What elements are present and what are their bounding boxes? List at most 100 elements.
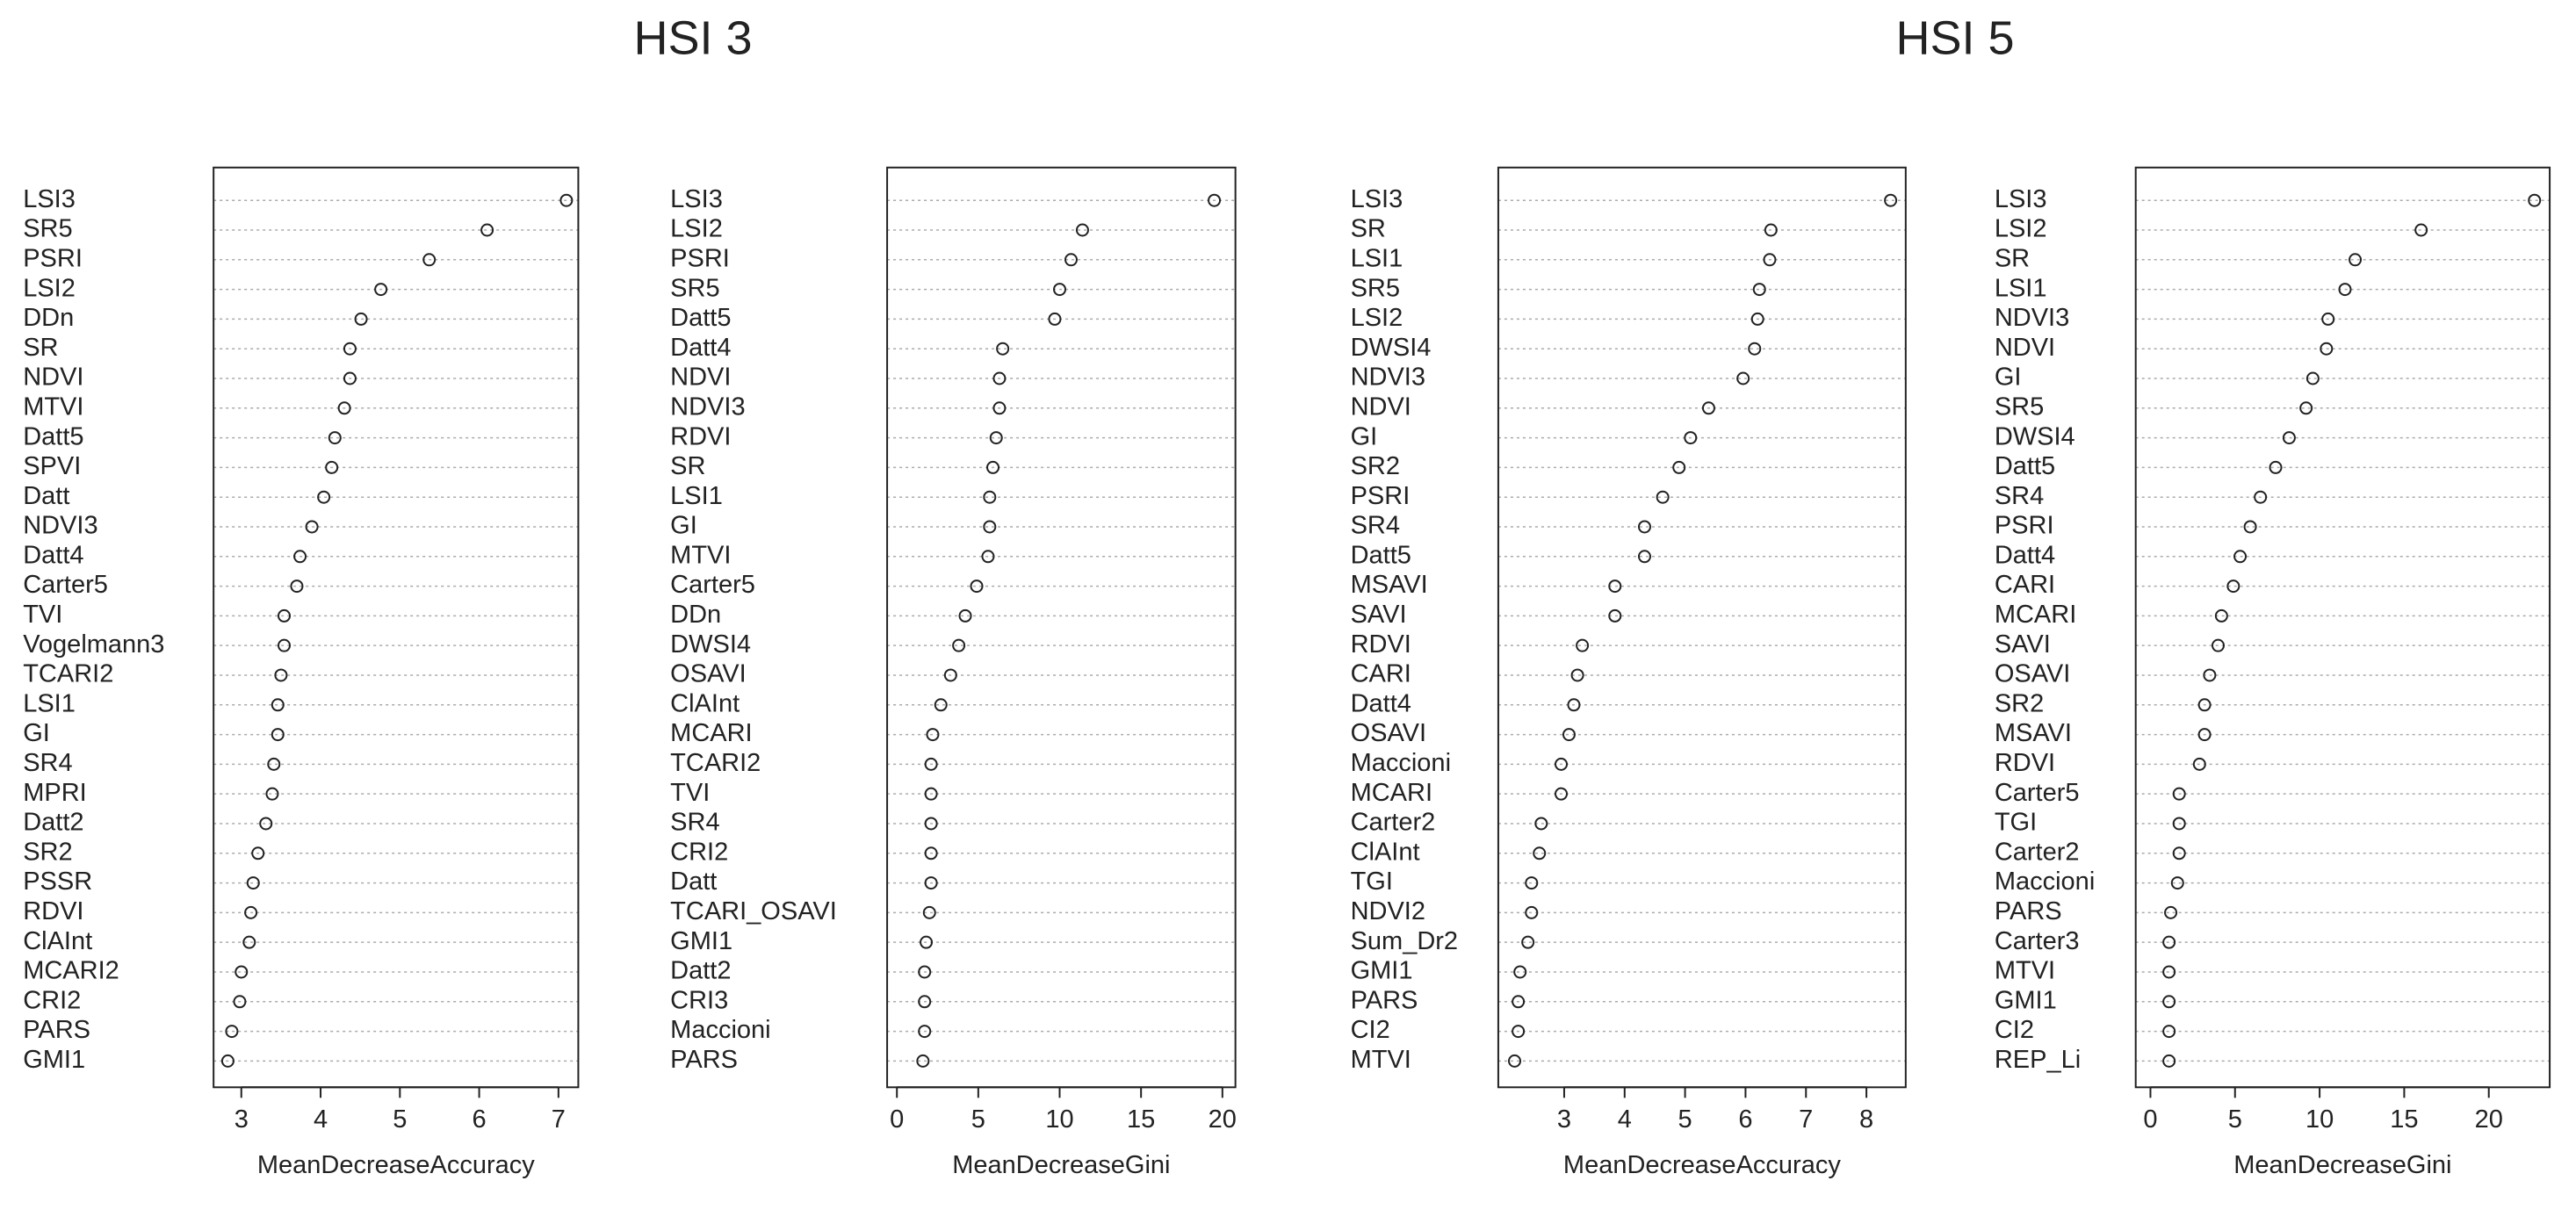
dot (278, 608, 292, 623)
x-tick-label: 7 (552, 1105, 566, 1134)
dot (1562, 728, 1576, 742)
x-axis-label: MeanDecreaseAccuracy (257, 1151, 535, 1179)
dot (1884, 193, 1898, 207)
dot (220, 1054, 235, 1068)
x-tick-label: 3 (1557, 1105, 1571, 1134)
dot (233, 995, 247, 1009)
x-axis-label: MeanDecreaseAccuracy (1563, 1151, 1841, 1179)
dot (958, 608, 972, 623)
x-tick-label: 5 (2228, 1105, 2242, 1134)
category-label: Maccioni (1351, 749, 1451, 777)
category-label: SR (1351, 215, 1386, 243)
dot (271, 698, 285, 712)
category-label: TGI (1351, 868, 1393, 896)
category-label: Datt (670, 868, 717, 896)
dot (2321, 312, 2335, 326)
category-label: RDVI (1351, 630, 1411, 659)
category-label: ClAInt (23, 927, 92, 955)
category-label: PSSR (23, 868, 92, 896)
dot (918, 1025, 932, 1039)
dot (952, 638, 966, 652)
dot (986, 460, 1000, 474)
dot (1637, 550, 1651, 564)
category-label: LSI1 (670, 482, 723, 510)
category-label: DWSI4 (1351, 334, 1432, 362)
category-label: MSAVI (1351, 571, 1428, 599)
x-tick-label: 5 (393, 1105, 407, 1134)
category-label: LSI2 (1351, 304, 1403, 332)
category-label: GMI1 (1351, 957, 1413, 985)
category-label: CRI3 (670, 986, 728, 1014)
dot (422, 253, 437, 267)
dot (1748, 342, 1762, 356)
category-label: ClAInt (670, 689, 740, 717)
plot-frame (213, 166, 580, 1089)
category-label: GI (1995, 364, 2022, 392)
dot (1513, 965, 1527, 979)
category-label: SR2 (1995, 689, 2044, 717)
dot (2203, 668, 2217, 682)
x-tick-label: 6 (1738, 1105, 1752, 1134)
dot (1508, 1054, 1522, 1068)
category-label: Carter3 (1995, 927, 2080, 955)
category-label: RDVI (670, 422, 731, 450)
x-tick-label: 8 (1859, 1105, 1873, 1134)
category-label: PARS (670, 1046, 738, 1074)
dot (1764, 223, 1778, 237)
dot (2349, 253, 2363, 267)
dot (1736, 371, 1750, 385)
dot (374, 283, 388, 297)
category-label: SR (23, 334, 58, 362)
category-label: PARS (1995, 897, 2062, 925)
dot (2338, 283, 2352, 297)
category-label: Datt5 (670, 304, 731, 332)
dot (992, 401, 1007, 415)
dot (2162, 1025, 2176, 1039)
category-label: PSRI (23, 244, 83, 272)
category-label: TVI (670, 779, 710, 807)
category-label: MCARI (1995, 601, 2076, 629)
category-label: NDVI (670, 364, 731, 392)
category-label: GI (23, 719, 50, 747)
x-tick-label: 4 (314, 1105, 328, 1134)
plot-frame (2134, 166, 2551, 1089)
category-label: LSI2 (1995, 215, 2047, 243)
dot (343, 371, 357, 385)
dot (924, 817, 938, 831)
dot (992, 371, 1007, 385)
dot (1672, 460, 1686, 474)
dot (2162, 995, 2176, 1009)
category-label: Datt2 (670, 957, 731, 985)
category-label: SR4 (23, 749, 72, 777)
dot (1576, 638, 1590, 652)
dot (293, 550, 307, 564)
dot (2192, 757, 2206, 771)
dot (2254, 490, 2268, 504)
category-label: SR5 (1351, 274, 1400, 302)
x-tick-label: 0 (890, 1105, 904, 1134)
category-label: SR (1995, 244, 2030, 272)
dot (343, 342, 357, 356)
category-label: GI (1351, 422, 1378, 450)
x-tick-label: 10 (1045, 1105, 1073, 1134)
x-tick-label: 0 (2143, 1105, 2157, 1134)
dot (1525, 876, 1539, 890)
dot (1555, 757, 1569, 771)
category-label: TCARI2 (23, 660, 113, 688)
dot (2282, 431, 2296, 445)
x-tick-label: 10 (2305, 1105, 2334, 1134)
dot (2162, 1054, 2176, 1068)
category-label: LSI3 (1351, 185, 1403, 213)
category-label: SR4 (1351, 512, 1400, 540)
dot (317, 490, 331, 504)
dot (1637, 520, 1651, 534)
category-label: NDVI3 (23, 512, 97, 540)
dot (922, 905, 936, 919)
category-label: GMI1 (23, 1046, 85, 1074)
dot (1525, 905, 1539, 919)
dot (2528, 193, 2542, 207)
x-tick-label: 7 (1799, 1105, 1813, 1134)
dot (225, 1025, 239, 1039)
category-label: Maccioni (670, 1016, 770, 1044)
category-label: MCARI (670, 719, 752, 747)
